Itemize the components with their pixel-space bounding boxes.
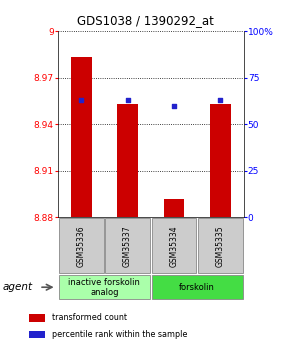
Text: GSM35337: GSM35337 [123, 225, 132, 267]
Point [172, 103, 176, 108]
Bar [210, 104, 231, 217]
Text: forskolin: forskolin [179, 283, 215, 292]
Text: inactive forskolin
analog: inactive forskolin analog [68, 277, 140, 297]
Text: agent: agent [3, 282, 33, 292]
Text: GSM35335: GSM35335 [216, 225, 225, 267]
Bar [117, 104, 138, 217]
Point [218, 97, 223, 103]
Bar [164, 199, 184, 217]
Text: transformed count: transformed count [52, 313, 127, 322]
Text: percentile rank within the sample: percentile rank within the sample [52, 330, 188, 339]
Point [125, 97, 130, 103]
Bar [71, 57, 92, 217]
Text: GDS1038 / 1390292_at: GDS1038 / 1390292_at [77, 14, 213, 27]
Point [79, 97, 84, 103]
Text: GSM35334: GSM35334 [169, 225, 179, 267]
Text: GSM35336: GSM35336 [77, 225, 86, 267]
